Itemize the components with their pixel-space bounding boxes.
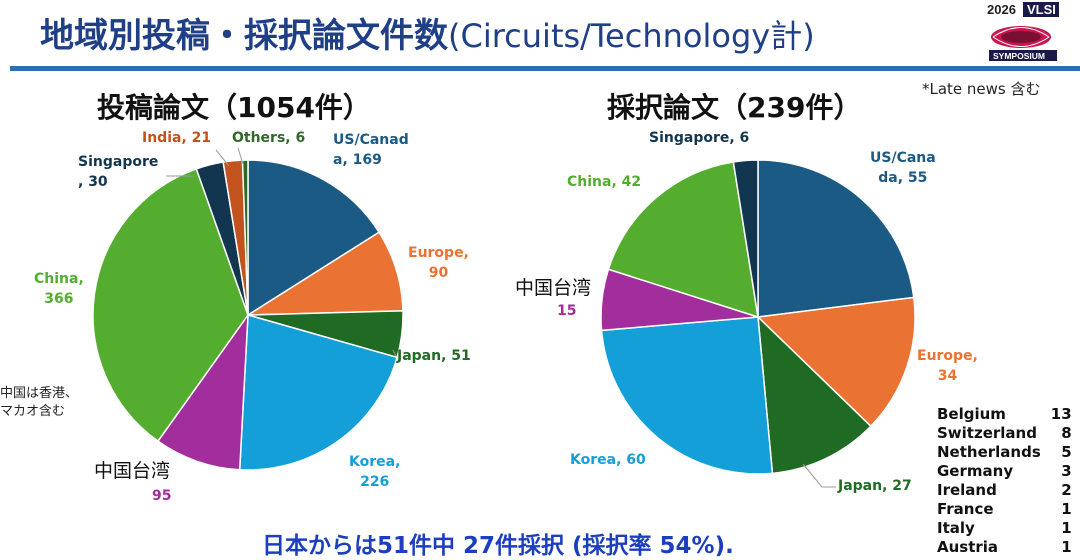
- china-footnote: 中国は香港、 マカオ含む: [0, 386, 79, 419]
- europe-country: Austria: [937, 538, 999, 556]
- accepted-slice-5: [607, 161, 759, 319]
- leader-lines: [166, 147, 836, 488]
- label-india-1: India, 21: [142, 130, 212, 146]
- label-japan-2: Japan, 27: [838, 478, 912, 494]
- accepted-pie: [600, 159, 916, 475]
- leader-japan-2: [802, 463, 836, 488]
- label-us-1: US/Canad a, 169: [333, 132, 409, 169]
- label-others-1: Others, 6: [232, 130, 306, 146]
- accepted-slice-2: [757, 315, 872, 475]
- europe-count: 1: [1061, 538, 1072, 556]
- label-europe-2: Europe, 34: [917, 348, 978, 385]
- label-china-2: China, 42: [567, 174, 642, 190]
- accepted-slice-0: [757, 159, 915, 318]
- leader-others-1: [237, 147, 244, 165]
- label-us-2: US/Cana da, 55: [870, 150, 936, 187]
- europe-row: Switzerland 8: [937, 424, 1072, 443]
- label-japan-1: Japan, 51: [397, 348, 471, 364]
- submitted-pie: [92, 159, 404, 471]
- europe-count: 13: [1050, 405, 1072, 423]
- submitted-slice-3: [238, 314, 399, 471]
- submitted-slice-1: [245, 231, 404, 316]
- page-title: 地域別投稿・採択論文件数(Circuits/Technology計): [40, 8, 815, 57]
- accepted-slice-6: [732, 159, 759, 318]
- logo-caption: SYMPOSIUM: [993, 51, 1045, 61]
- late-news-note: *Late news 含む: [922, 80, 1041, 98]
- europe-row: Italy 1: [937, 519, 1072, 538]
- europe-row: Germany 3: [937, 462, 1072, 481]
- logo-year: 2026: [987, 2, 1016, 17]
- label-taiwan-name-2: 中国台湾: [515, 277, 592, 299]
- title-paren: (Circuits/Technology計): [448, 17, 815, 55]
- label-taiwan-value-2: 15: [557, 303, 577, 319]
- label-taiwan-value-1: 95: [152, 488, 172, 504]
- leader-japan-1: [392, 349, 397, 357]
- label-europe-1: Europe, 90: [408, 245, 469, 282]
- europe-row: France 1: [937, 500, 1072, 519]
- europe-country: Netherlands: [937, 443, 1041, 461]
- europe-row: Netherlands 5: [937, 443, 1072, 462]
- submitted-slice-0: [247, 159, 381, 317]
- europe-country: France: [937, 500, 994, 518]
- europe-country: Ireland: [937, 481, 997, 499]
- europe-country: Germany: [937, 462, 1014, 480]
- europe-count: 3: [1061, 462, 1072, 480]
- accepted-slice-3: [600, 316, 774, 475]
- europe-country: Switzerland: [937, 424, 1037, 442]
- europe-row: Belgium 13: [937, 405, 1072, 424]
- europe-row: Austria 1: [937, 538, 1072, 557]
- europe-count: 5: [1061, 443, 1072, 461]
- accepted-slice-1: [756, 296, 916, 428]
- label-taiwan-name-1: 中国台湾: [94, 460, 171, 482]
- accepted-chart-title: 採択論文（239件）: [607, 91, 862, 124]
- submitted-slice-5: [92, 167, 249, 443]
- europe-row: Ireland 2: [937, 481, 1072, 500]
- submitted-slice-4: [156, 312, 249, 471]
- label-singapore-1: Singapore , 30: [78, 154, 159, 191]
- submitted-slice-8: [241, 159, 249, 316]
- label-korea-2: Korea, 60: [570, 452, 646, 468]
- europe-count: 1: [1061, 500, 1072, 518]
- europe-country: Italy: [937, 519, 975, 537]
- title-main: 地域別投稿・採択論文件数: [40, 16, 448, 56]
- europe-count: 2: [1061, 481, 1072, 499]
- japan-acceptance-summary: 日本からは51件中 27件採択 (採択率 54%).: [262, 533, 734, 559]
- label-china-1: China, 366: [34, 271, 84, 308]
- logo-name: VLSI: [1027, 2, 1056, 17]
- europe-breakdown-body: Belgium 13 Switzerland 8 Netherlands 5 Germany…: [937, 405, 1072, 557]
- label-korea-1: Korea, 226: [349, 454, 401, 491]
- europe-count: 8: [1061, 424, 1072, 442]
- europe-country: Belgium: [937, 405, 1006, 423]
- europe-breakdown-table: Belgium 13 Switzerland 8 Netherlands 5 Germany…: [937, 405, 1072, 557]
- leader-india-1: [215, 149, 230, 167]
- submitted-chart-title: 投稿論文（1054件）: [97, 91, 371, 124]
- label-singapore-2: Singapore, 6: [649, 130, 750, 146]
- europe-count: 1: [1061, 519, 1072, 537]
- title-rule: [10, 66, 1080, 71]
- vlsi-logo: 2026 VLSI SYMPOSIUM: [987, 2, 1059, 61]
